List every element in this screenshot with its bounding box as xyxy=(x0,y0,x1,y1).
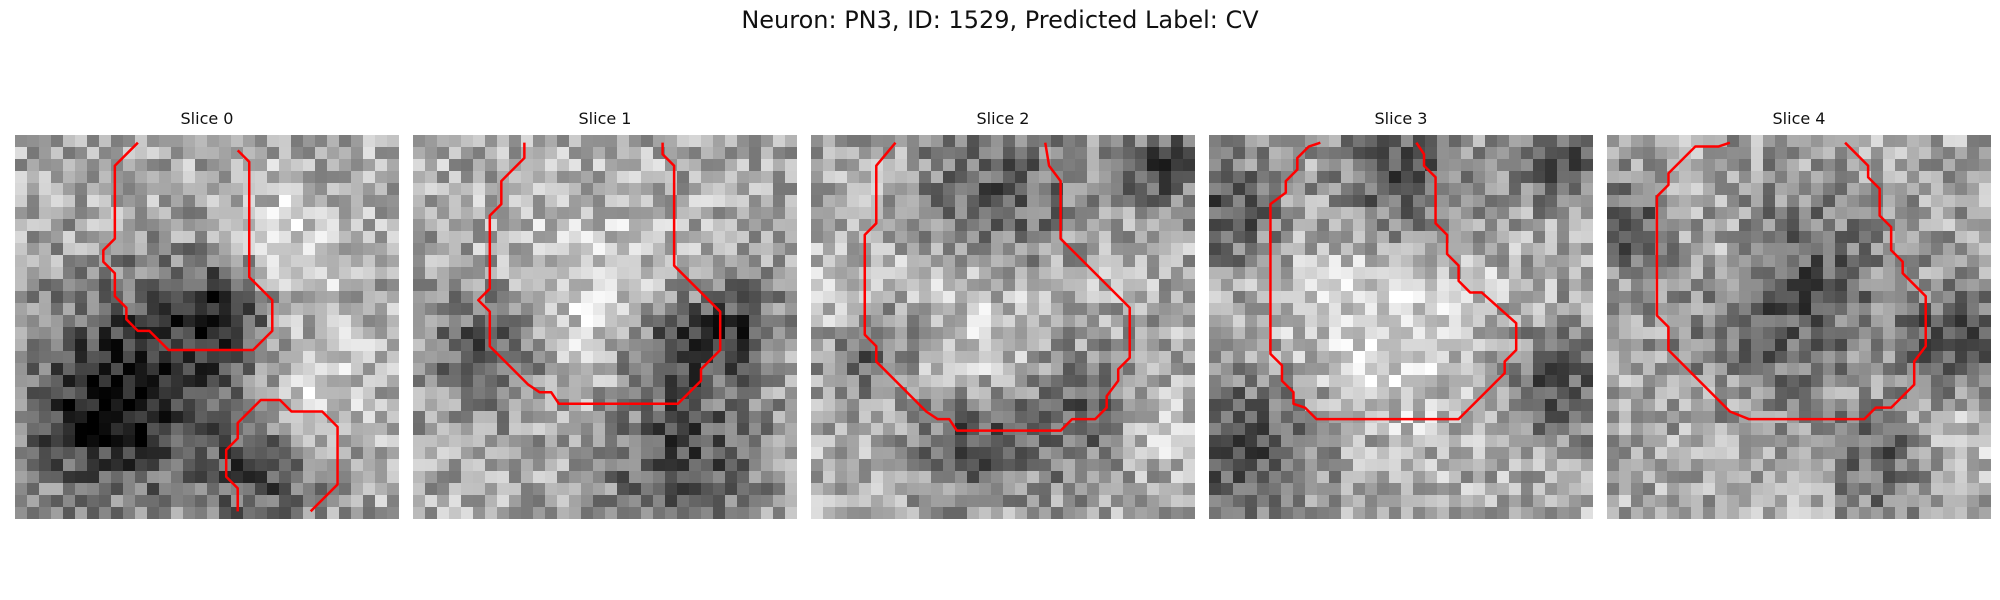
figure-title: Neuron: PN3, ID: 1529, Predicted Label: … xyxy=(741,6,1259,34)
slice-panel-2: Slice 2 xyxy=(811,108,1195,519)
slice-panel-3: Slice 3 xyxy=(1209,108,1593,519)
pixel-grid xyxy=(15,135,399,519)
pixel-grid xyxy=(811,135,1195,519)
slice-image-0 xyxy=(15,135,399,519)
pixel-grid xyxy=(413,135,797,519)
slice-panel-1: Slice 1 xyxy=(413,108,797,519)
slice-image-4 xyxy=(1607,135,1991,519)
slice-title-2: Slice 2 xyxy=(976,109,1030,128)
pixel-grid xyxy=(1607,135,1991,519)
segmentation-contour-0 xyxy=(477,142,722,406)
pixel-grid xyxy=(1209,135,1593,519)
segmentation-contour-0 xyxy=(863,141,1131,432)
slice-image-2 xyxy=(811,135,1195,519)
slice-title-1: Slice 1 xyxy=(578,109,632,128)
slice-image-1 xyxy=(413,135,797,519)
segmentation-contour-0 xyxy=(102,141,274,352)
segmentation-contour-1 xyxy=(224,398,339,513)
slice-title-0: Slice 0 xyxy=(180,109,234,128)
slice-panel-4: Slice 4 xyxy=(1607,108,1991,519)
slice-panel-0: Slice 0 xyxy=(15,108,399,519)
segmentation-contour-0 xyxy=(1269,141,1518,421)
slice-title-4: Slice 4 xyxy=(1772,109,1826,128)
slice-title-3: Slice 3 xyxy=(1374,109,1428,128)
slice-image-3 xyxy=(1209,135,1593,519)
segmentation-contour-0 xyxy=(1655,141,1927,421)
